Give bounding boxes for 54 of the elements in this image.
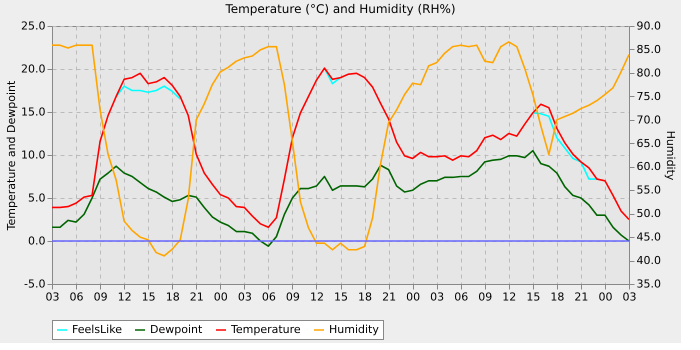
- y2-tick-label: 85.0: [636, 42, 661, 56]
- legend-label: Temperature: [230, 323, 301, 336]
- y2-tick-label: 90.0: [636, 20, 661, 32]
- x-tick-label: 09: [94, 290, 108, 304]
- y2-tick-label: 65.0: [636, 136, 661, 150]
- line-series: [51, 67, 630, 228]
- legend-label: Humidity: [329, 323, 380, 336]
- x-tick-label: 00: [406, 290, 420, 304]
- y2-tick-label: 60.0: [636, 160, 661, 174]
- y-tick-label: 15.0: [21, 106, 46, 118]
- y2-tick-label: 80.0: [636, 66, 661, 80]
- y2-axis-title: Humidity: [664, 130, 677, 181]
- y-tick-label: 25.0: [21, 20, 46, 32]
- y-tick-label: 10.0: [21, 148, 46, 162]
- x-tick-label: 00: [214, 290, 228, 304]
- y2-tick-label: 40.0: [636, 254, 661, 268]
- x-tick-label: 15: [526, 290, 540, 304]
- y-tick-label: -5.0: [24, 278, 46, 290]
- y-tick-label: 0.0: [28, 234, 46, 248]
- x-tick-label: 03: [46, 290, 60, 304]
- x-tick-label: 21: [190, 290, 204, 304]
- y2-tick-label: 50.0: [636, 207, 661, 220]
- x-tick-label: 06: [262, 290, 276, 304]
- x-tick-label: 12: [118, 290, 132, 304]
- y2-tick-label: 45.0: [636, 230, 661, 244]
- x-tick-label: 09: [286, 290, 300, 304]
- line-series: [51, 41, 630, 257]
- x-tick-label: 03: [238, 290, 252, 304]
- x-tick-label: 18: [358, 290, 372, 304]
- x-tick-label: 18: [166, 290, 180, 304]
- y-tick-label: 20.0: [21, 62, 46, 76]
- x-tick-label: 09: [478, 290, 492, 304]
- y-axis-title: Temperature and Dewpoint: [5, 80, 18, 232]
- legend-label: Dewpoint: [150, 323, 203, 336]
- y2-tick-label: 35.0: [636, 278, 661, 290]
- chart-title: Temperature (°C) and Humidity (RH%): [224, 2, 456, 16]
- x-tick-label: 00: [598, 290, 612, 304]
- x-tick-label: 12: [310, 290, 324, 304]
- x-tick-label: 12: [502, 290, 516, 304]
- legend-label: FeelsLike: [72, 323, 122, 336]
- y2-tick-label: 75.0: [636, 90, 661, 103]
- x-tick-label: 03: [430, 290, 444, 304]
- x-tick-label: 21: [382, 290, 396, 304]
- x-tick-label: 03: [622, 290, 636, 304]
- y-tick-label: 5.0: [28, 192, 46, 204]
- y2-tick-label: 70.0: [636, 113, 661, 126]
- line-series: [51, 150, 630, 247]
- x-tick-label: 15: [334, 290, 348, 304]
- x-tick-label: 06: [70, 290, 84, 304]
- x-tick-label: 18: [550, 290, 564, 304]
- y2-tick-label: 55.0: [636, 184, 661, 197]
- x-tick-label: 21: [574, 290, 588, 304]
- x-tick-label: 06: [454, 290, 468, 304]
- x-tick-label: 15: [142, 290, 156, 304]
